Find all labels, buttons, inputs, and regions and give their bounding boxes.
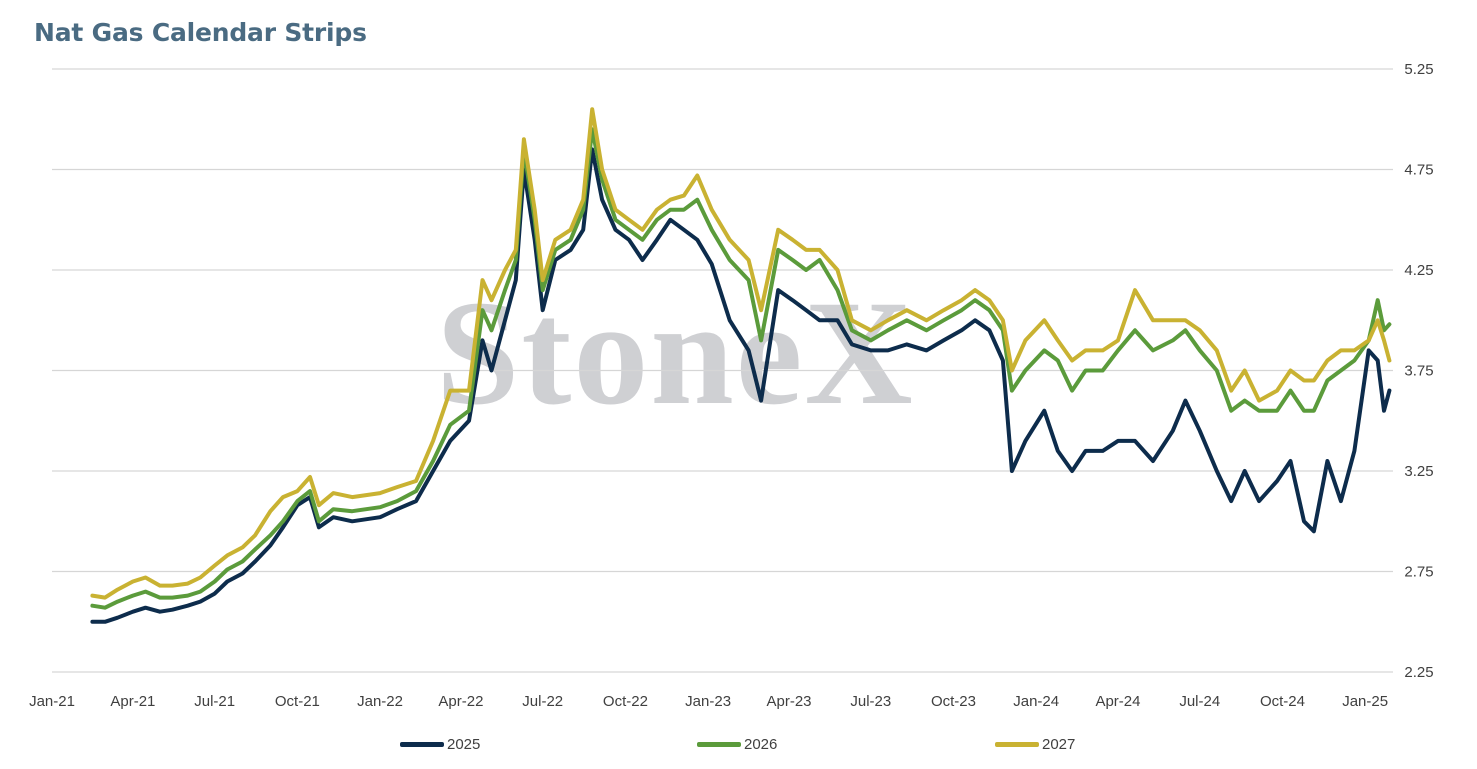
x-tick-label: Oct-23 xyxy=(931,693,976,710)
y-tick-label: 4.25 xyxy=(1404,262,1433,279)
y-tick-label: 4.75 xyxy=(1404,162,1433,179)
legend-label-2026: 2026 xyxy=(744,736,778,753)
legend-swatch-2025 xyxy=(400,742,444,747)
x-tick-label: Apr-22 xyxy=(438,693,483,710)
x-tick-label: Jan-21 xyxy=(29,693,75,710)
x-tick-label: Jul-23 xyxy=(850,693,891,710)
legend-swatch-2026 xyxy=(697,742,741,747)
x-tick-label: Oct-24 xyxy=(1260,693,1305,710)
gridlines xyxy=(52,68,1393,673)
legend-item-2026: 2026 xyxy=(697,736,777,753)
legend-item-2025: 2025 xyxy=(400,736,480,753)
y-tick-label: 3.25 xyxy=(1404,463,1433,480)
x-tick-label: Jan-22 xyxy=(357,693,403,710)
x-tick-label: Jan-23 xyxy=(685,693,731,710)
series-lines xyxy=(90,107,1392,624)
stonex-watermark: StoneX xyxy=(436,270,915,436)
x-tick-label: Jan-25 xyxy=(1342,693,1388,710)
x-tick-label: Oct-21 xyxy=(275,693,320,710)
x-tick-label: Apr-24 xyxy=(1095,693,1140,710)
x-tick-label: Jan-24 xyxy=(1013,693,1059,710)
x-axis-ticks: Jan-21 Apr-21 Jul-21 Oct-21 Jan-22 Apr-22 Jul-… xyxy=(29,693,1388,710)
y-axis-ticks: 2.25 2.75 3.25 3.75 4.25 4.75 5.25 xyxy=(1404,61,1433,681)
series-line-2026 xyxy=(90,127,1392,610)
x-tick-label: Jul-24 xyxy=(1179,693,1220,710)
x-tick-label: Jul-21 xyxy=(194,693,235,710)
legend-label-2025: 2025 xyxy=(447,736,481,753)
x-tick-label: Oct-22 xyxy=(603,693,648,710)
x-tick-label: Jul-22 xyxy=(522,693,563,710)
legend-swatch-2027 xyxy=(995,742,1039,747)
x-tick-label: Apr-21 xyxy=(110,693,155,710)
legend-label-2027: 2027 xyxy=(1042,736,1076,753)
y-tick-label: 2.75 xyxy=(1404,564,1433,581)
chart-title: Nat Gas Calendar Strips xyxy=(34,18,367,47)
legend-item-2027: 2027 xyxy=(995,736,1075,753)
y-tick-label: 2.25 xyxy=(1404,664,1433,681)
series-line-2025 xyxy=(90,147,1392,624)
legend: 2025 2026 2027 xyxy=(0,736,1477,758)
series-line-2027 xyxy=(90,107,1392,600)
y-tick-label: 5.25 xyxy=(1404,61,1433,78)
y-tick-label: 3.75 xyxy=(1404,363,1433,380)
x-tick-label: Apr-23 xyxy=(766,693,811,710)
